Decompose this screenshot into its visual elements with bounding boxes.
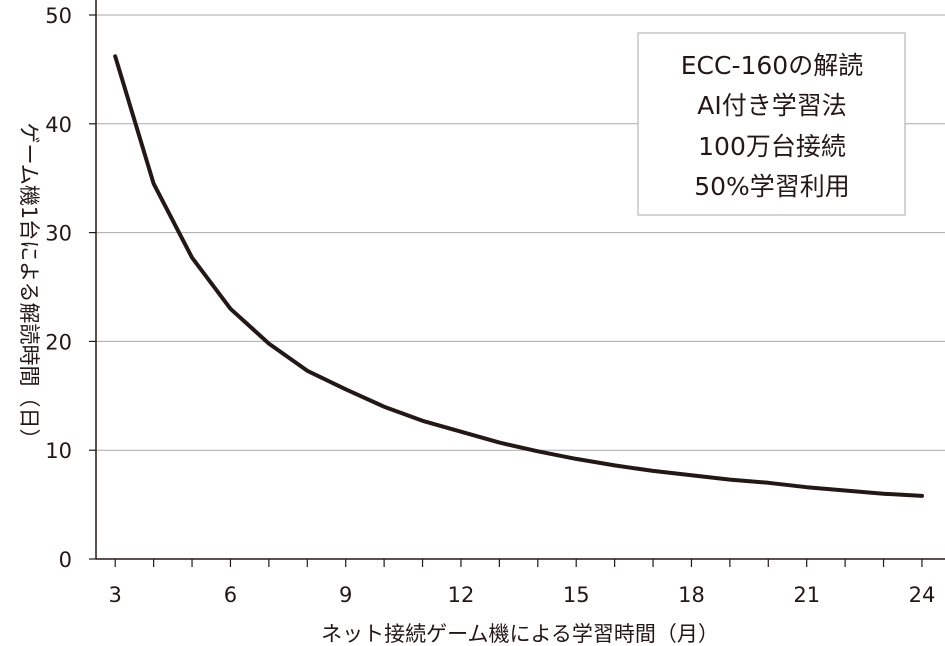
y-tick-label-20: 20 (45, 330, 72, 354)
annotation-line-2: AI付き学習法 (697, 91, 846, 120)
x-axis-title: ネット接続ゲーム機による学習時間（月） (321, 622, 719, 646)
data-point-3 (115, 56, 116, 57)
data-point-6 (230, 308, 231, 309)
axes (95, 0, 945, 560)
x-tick-label-21: 21 (793, 583, 820, 607)
data-point-16 (614, 465, 615, 466)
x-tick-label-3: 3 (109, 583, 122, 607)
data-point-8 (307, 370, 308, 371)
x-axis-ticks: 3 6 9 12 15 18 21 24 (109, 559, 936, 607)
x-tick-label-6: 6 (224, 583, 237, 607)
data-point-13 (499, 442, 500, 443)
data-point-7 (268, 343, 269, 344)
annotation-line-3: 100万台接続 (698, 132, 846, 161)
data-point-15 (576, 458, 577, 459)
data-point-19 (729, 479, 730, 480)
y-tick-label-40: 40 (45, 113, 72, 137)
y-tick-label-50: 50 (45, 4, 72, 28)
y-tick-label-10: 10 (45, 439, 72, 463)
y-tick-label-30: 30 (45, 222, 72, 246)
data-point-21 (806, 487, 807, 488)
data-point-10 (384, 406, 385, 407)
y-tick-label-0: 0 (59, 548, 72, 572)
data-point-23 (883, 493, 884, 494)
x-tick-label-24: 24 (909, 583, 936, 607)
y-axis-ticks: 0 10 20 30 40 50 (45, 4, 96, 572)
series-line-0 (113, 54, 924, 498)
x-tick-label-15: 15 (563, 583, 590, 607)
data-point-9 (345, 389, 346, 390)
data-point-24 (921, 495, 922, 496)
x-tick-label-18: 18 (678, 583, 705, 607)
data-point-5 (192, 257, 193, 258)
annotation-box-border (637, 32, 906, 216)
data-point-22 (845, 490, 846, 491)
data-point-14 (537, 451, 538, 452)
annotation-box: ECC-160の解読 AI付き学習法 100万台接続 50%学習利用 (637, 32, 906, 216)
data-point-18 (691, 475, 692, 476)
data-point-17 (653, 470, 654, 471)
annotation-line-4: 50%学習利用 (694, 172, 850, 201)
series-layer (113, 54, 924, 498)
data-point-11 (422, 420, 423, 421)
data-point-20 (768, 482, 769, 483)
data-point-4 (153, 183, 154, 184)
data-point-12 (460, 431, 461, 432)
annotation-line-1: ECC-160の解読 (681, 51, 863, 80)
x-tick-label-12: 12 (448, 583, 475, 607)
y-axis-title: ゲーム機1台による解読時間（日） (17, 122, 41, 449)
x-tick-label-9: 9 (339, 583, 352, 607)
